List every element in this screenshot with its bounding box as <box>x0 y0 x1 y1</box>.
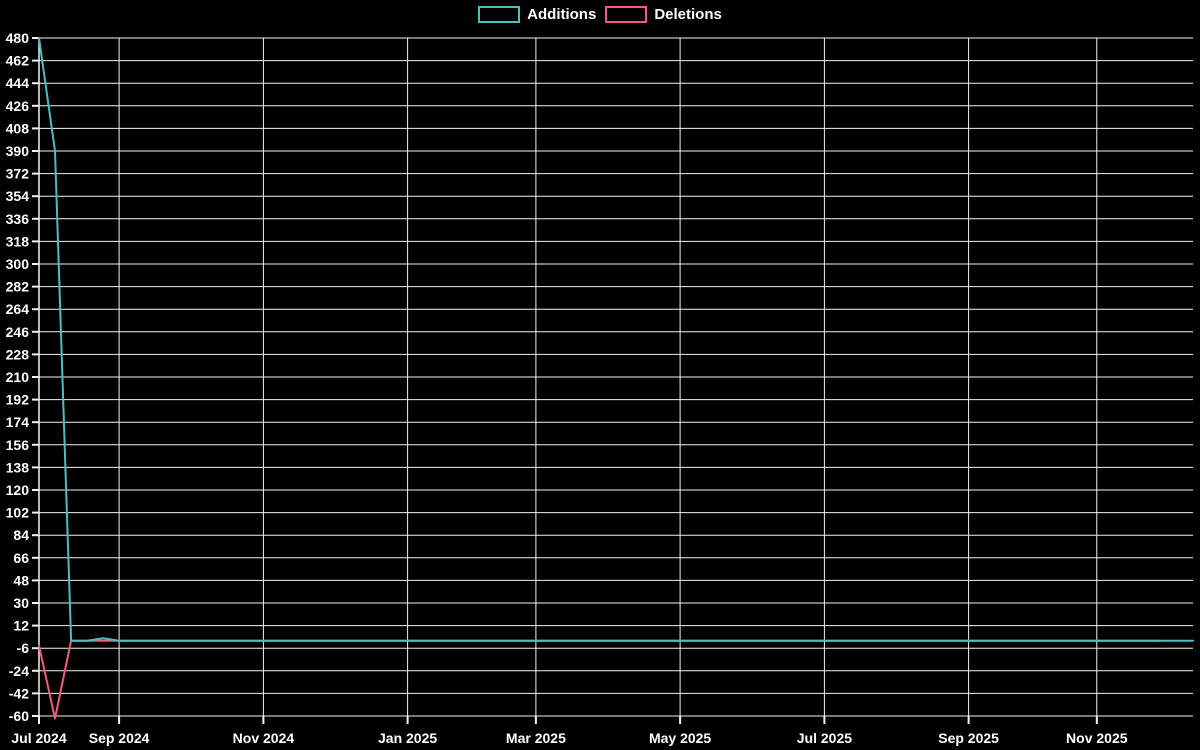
deletions-legend-swatch <box>605 6 648 23</box>
additions-line <box>38 37 1194 642</box>
additions-legend-label: Additions <box>527 6 597 23</box>
y-tick-label: 336 <box>6 211 30 227</box>
y-tick-label: 156 <box>6 437 30 453</box>
y-tick-label: 192 <box>6 392 30 408</box>
y-tick-label: 264 <box>6 301 30 317</box>
x-tick-label: May 2025 <box>649 730 711 746</box>
y-tick-label: 30 <box>13 595 29 611</box>
y-tick-label: -24 <box>9 663 29 679</box>
y-tick-label: 408 <box>6 120 30 136</box>
x-tick-label: Jul 2024 <box>11 730 66 746</box>
additions-legend-swatch <box>478 6 521 23</box>
y-tick-label: 390 <box>6 143 30 159</box>
y-tick-label: 282 <box>6 279 30 295</box>
x-tick-label: Jan 2025 <box>378 730 437 746</box>
x-tick-label: Nov 2024 <box>233 730 295 746</box>
y-tick-label: 426 <box>6 98 30 114</box>
y-tick-label: 228 <box>6 346 30 362</box>
y-tick-label: 372 <box>6 166 30 182</box>
x-tick-label: Sep 2025 <box>938 730 999 746</box>
y-tick-label: 12 <box>13 618 29 634</box>
y-tick-label: 102 <box>6 505 30 521</box>
y-tick-label: 66 <box>13 550 29 566</box>
x-tick-label: Jul 2025 <box>797 730 852 746</box>
y-tick-label: -60 <box>9 708 29 724</box>
chart-legend: Additions Deletions <box>0 6 1200 23</box>
deletions-line <box>38 639 1162 720</box>
y-tick-label: 120 <box>6 482 30 498</box>
y-tick-label: -42 <box>9 685 29 701</box>
y-tick-label: 210 <box>6 369 30 385</box>
x-tick-label: Nov 2025 <box>1066 730 1128 746</box>
y-tick-label: -6 <box>17 640 30 656</box>
y-tick-label: 318 <box>6 233 30 249</box>
y-tick-label: 84 <box>13 527 29 543</box>
y-tick-label: 246 <box>6 324 30 340</box>
x-tick-label: Mar 2025 <box>506 730 566 746</box>
y-tick-label: 174 <box>6 414 30 430</box>
legend-item-additions[interactable]: Additions <box>478 6 596 23</box>
y-tick-label: 444 <box>6 75 30 91</box>
legend-item-deletions[interactable]: Deletions <box>605 6 722 23</box>
y-tick-label: 48 <box>13 572 29 588</box>
y-tick-label: 354 <box>6 188 30 204</box>
deletions-legend-label: Deletions <box>654 6 722 23</box>
y-tick-label: 138 <box>6 459 30 475</box>
x-tick-label: Sep 2024 <box>89 730 150 746</box>
y-tick-label: 480 <box>6 30 30 46</box>
y-tick-label: 300 <box>6 256 30 272</box>
y-tick-label: 462 <box>6 53 30 69</box>
